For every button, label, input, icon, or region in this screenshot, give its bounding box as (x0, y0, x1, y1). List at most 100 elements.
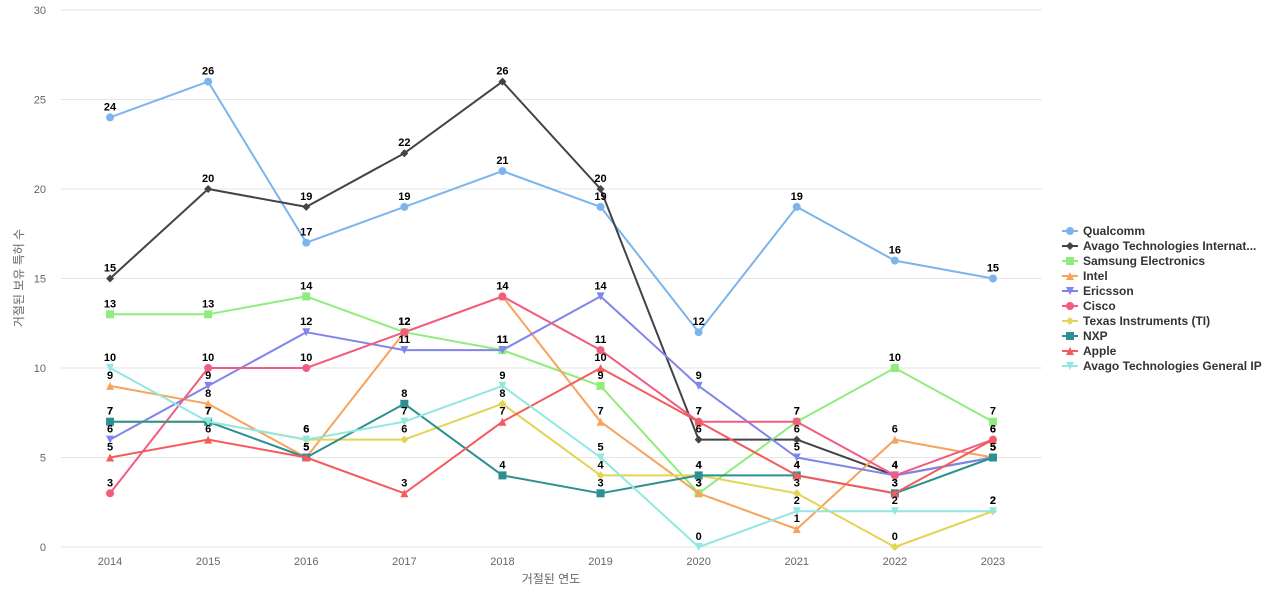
series-group (106, 77, 997, 337)
x-tick-label: 2021 (785, 556, 809, 568)
data-label: 7 (794, 406, 800, 418)
data-label: 3 (696, 477, 702, 489)
legend-marker (1066, 287, 1074, 295)
data-label: 17 (300, 227, 312, 239)
data-label: 9 (696, 370, 702, 382)
data-label: 3 (107, 477, 113, 489)
data-point (890, 256, 899, 265)
legend-label: Ericsson (1083, 284, 1134, 298)
data-label: 7 (205, 406, 211, 418)
data-point (302, 238, 311, 247)
data-label: 0 (696, 531, 702, 543)
series-line (110, 402, 994, 548)
data-point (498, 471, 507, 480)
data-label: 6 (892, 424, 898, 436)
legend-marker (1066, 242, 1074, 250)
data-point (694, 328, 703, 337)
data-point (694, 471, 703, 480)
data-point (400, 149, 409, 158)
data-point (988, 274, 997, 283)
data-label: 15 (104, 263, 116, 275)
data-label: 20 (202, 173, 214, 185)
data-label: 14 (594, 280, 607, 292)
data-label: 2 (990, 495, 996, 507)
data-label: 19 (398, 191, 410, 203)
legend-item[interactable]: NXP (1062, 329, 1108, 343)
data-point (596, 417, 605, 426)
data-label: 5 (990, 442, 996, 454)
legend-item[interactable]: Avago Technologies General IP (1062, 359, 1262, 373)
legend-item[interactable]: Intel (1062, 269, 1108, 283)
data-label: 8 (499, 388, 505, 400)
data-label: 4 (794, 459, 801, 471)
data-point (400, 328, 409, 337)
data-label: 11 (497, 334, 509, 346)
legend-item[interactable]: Avago Technologies Internat... (1062, 239, 1256, 253)
x-tick-label: 2014 (98, 556, 122, 568)
data-point (302, 435, 311, 444)
data-label: 24 (104, 101, 117, 113)
data-label: 3 (401, 477, 407, 489)
data-label: 9 (597, 370, 603, 382)
data-label: 7 (499, 406, 505, 418)
legend-marker (1066, 272, 1074, 280)
data-label: 8 (401, 388, 407, 400)
data-point (792, 489, 801, 498)
legend-marker (1066, 362, 1074, 370)
data-point (204, 399, 213, 408)
data-point (498, 399, 507, 408)
y-tick-label: 10 (34, 363, 46, 375)
data-point (204, 310, 213, 319)
data-point (302, 328, 311, 337)
data-label: 22 (398, 137, 410, 149)
data-label: 10 (594, 352, 606, 364)
data-label: 4 (597, 459, 604, 471)
data-point (204, 381, 213, 390)
data-label: 7 (205, 406, 211, 418)
legend-item[interactable]: Samsung Electronics (1062, 254, 1205, 268)
data-point (792, 435, 801, 444)
data-point (890, 507, 899, 516)
series-line (110, 295, 994, 495)
data-label: 3 (794, 477, 800, 489)
legend-item[interactable]: Ericsson (1062, 284, 1134, 298)
legend-label: Qualcomm (1083, 224, 1145, 238)
data-point (792, 453, 801, 462)
x-tick-label: 2015 (196, 556, 220, 568)
data-label: 7 (401, 406, 407, 418)
data-label: 2 (794, 495, 800, 507)
legend-label: NXP (1083, 329, 1108, 343)
series-group (106, 292, 997, 534)
data-point (694, 381, 703, 390)
legend-marker (1066, 332, 1074, 340)
data-point (400, 435, 409, 444)
data-label: 3 (892, 477, 898, 489)
legend-item[interactable]: Apple (1062, 344, 1117, 358)
data-point (596, 489, 605, 498)
data-point (204, 185, 213, 193)
data-point (988, 507, 997, 516)
data-point (106, 453, 115, 462)
data-label: 9 (107, 370, 113, 382)
data-point (890, 543, 899, 551)
data-label: 12 (398, 316, 410, 328)
data-label: 7 (107, 406, 113, 418)
data-label: 7 (696, 406, 702, 418)
legend-marker (1066, 257, 1074, 265)
x-tick-label: 2022 (883, 556, 907, 568)
data-label: 4 (794, 459, 801, 471)
legend-item[interactable]: Qualcomm (1062, 224, 1145, 238)
legend-item[interactable]: Texas Instruments (TI) (1062, 314, 1210, 328)
legend-label: Avago Technologies General IP (1083, 359, 1262, 373)
x-tick-label: 2019 (588, 556, 612, 568)
data-label: 6 (696, 424, 702, 436)
data-label: 7 (205, 406, 211, 418)
legend-item[interactable]: Cisco (1062, 299, 1116, 313)
legend-label: Avago Technologies Internat... (1083, 239, 1256, 253)
data-point (106, 381, 115, 390)
data-label: 2 (892, 495, 898, 507)
data-point (106, 417, 115, 426)
data-point (498, 77, 507, 86)
